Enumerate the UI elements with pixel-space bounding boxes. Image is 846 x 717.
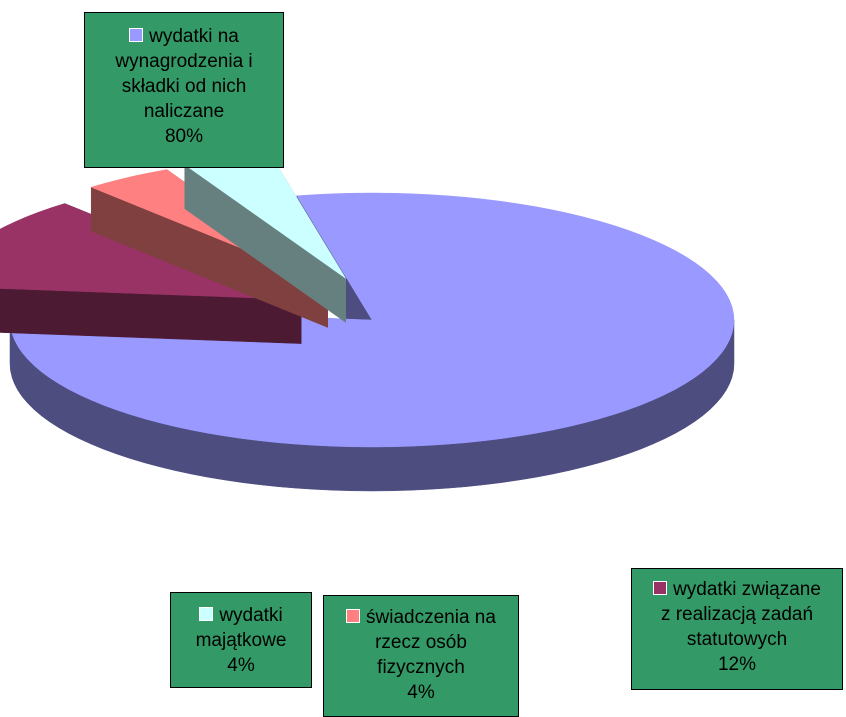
slice-label-text: wydatki związane [673, 579, 821, 600]
slice-label-text: wynagrodzenia i [115, 51, 253, 72]
slice-label-swiadczenia: świadczenia na rzecz osób fizycznych 4% [323, 595, 519, 717]
slice-label-text: rzecz osób [375, 632, 467, 653]
slice-label-text: fizycznych [377, 657, 465, 678]
pie-slice-majatkowe [184, 153, 346, 324]
slice-percent: 4% [227, 655, 255, 676]
legend-swatch-majatkowe [199, 607, 214, 621]
slice-label-text: z realizacją zadań [660, 604, 814, 625]
slice-percent: 80% [164, 126, 204, 147]
slice-percent: 12% [717, 654, 757, 675]
slice-label-text: majątkowe [195, 630, 287, 651]
slice-label-majatkowe: wydatki majątkowe 4% [170, 592, 312, 688]
slice-label-text: naliczane [143, 101, 225, 122]
slice-label-text: świadczenia na [366, 607, 496, 628]
legend-swatch-zadania-statutowe [653, 581, 668, 595]
slice-label-zadania-statutowe: wydatki związane z realizacją zadań stat… [631, 568, 843, 690]
slice-label-text: statutowych [686, 629, 788, 650]
legend-swatch-swiadczenia [346, 609, 361, 623]
slice-label-text: wydatki na [149, 26, 239, 47]
slice-label-text: składki od nich [121, 76, 247, 97]
slice-label-wynagrodzenia: wydatki na wynagrodzenia i składki od ni… [84, 12, 284, 168]
legend-swatch-wynagrodzenia [129, 28, 144, 42]
slice-label-text: wydatki [219, 605, 283, 626]
slice-percent: 4% [407, 682, 435, 703]
